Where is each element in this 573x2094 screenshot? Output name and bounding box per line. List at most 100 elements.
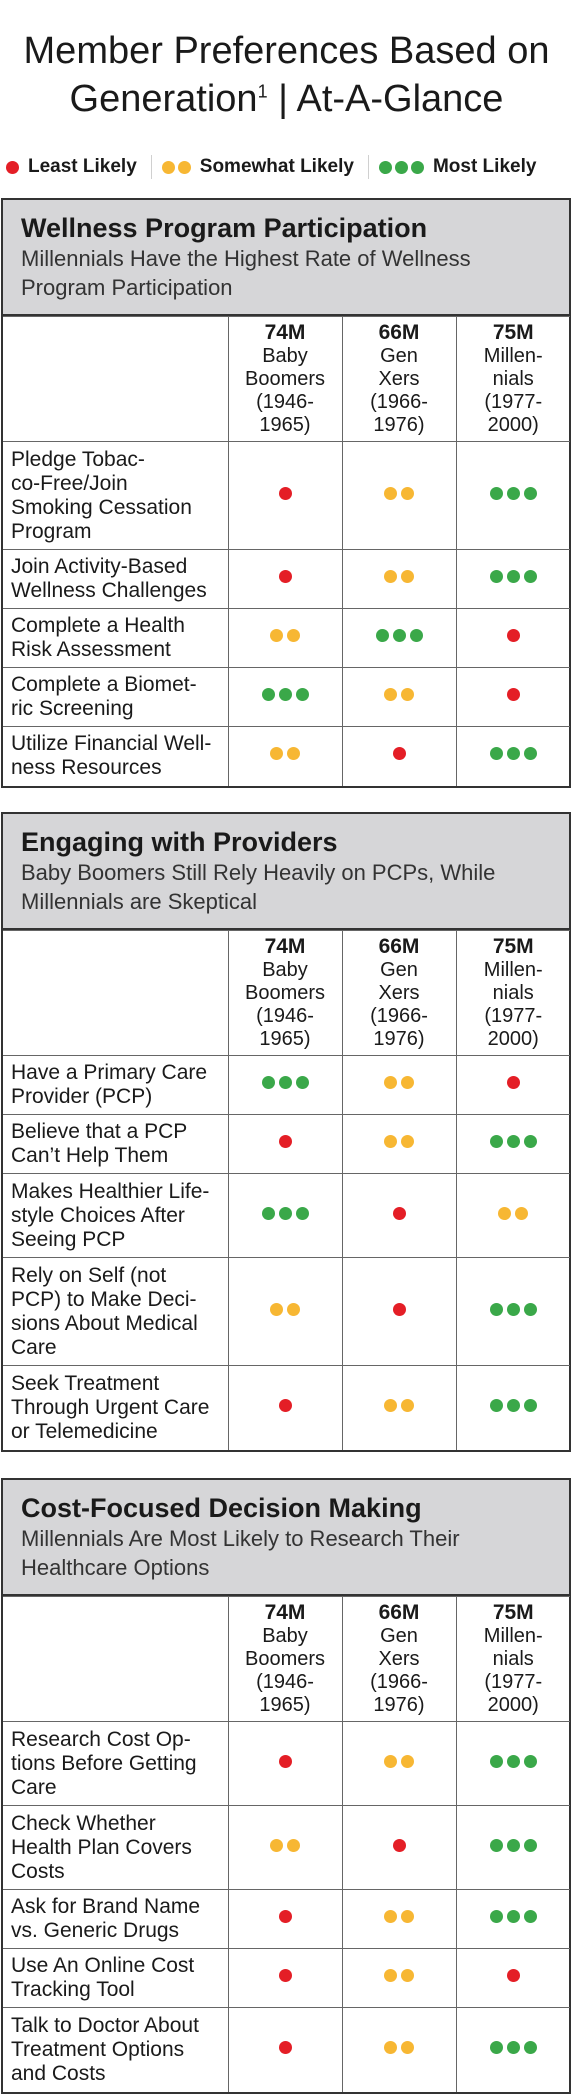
generation-name-line: Gen: [380, 345, 418, 367]
rating-dots: [392, 747, 406, 761]
generation-header: 66M Gen Xers (1966- 1976): [341, 930, 457, 1056]
behavior-label-line: Wellness Challenges: [11, 579, 207, 602]
green-dot-icon: [278, 1206, 292, 1220]
generation-name-line: Baby: [262, 959, 308, 981]
generation-name-line: Millen-: [483, 1625, 543, 1647]
generation-years: (1946- 1965): [256, 391, 314, 436]
green-dot-icon: [523, 1302, 537, 1316]
legend-somewhat-likely: Somewhat Likely: [161, 156, 354, 178]
yellow-dot-icon: [270, 629, 283, 642]
yellow-dot-icon: [287, 747, 300, 761]
rating-cell: [455, 1721, 570, 1806]
generation-name-line: Baby: [262, 1625, 308, 1647]
green-dot-icon: [489, 747, 503, 761]
behavior-label: Ask for Brand Name vs. Generic Drugs: [3, 1889, 229, 1949]
generation-header: 74M Baby Boomers (1946- 1965): [227, 930, 343, 1056]
preference-table: 74M Baby Boomers (1946- 1965) 66M Gen Xers (1966…: [3, 930, 570, 1450]
behavior-label: Have a Primary Care Provider (PCP): [3, 1055, 229, 1115]
behavior-label: Utilize Financial Well-ness Resources: [3, 726, 229, 786]
behavior-label-line: Treatment Options: [11, 2037, 185, 2061]
rating-dots: [489, 570, 537, 583]
rating-dots: [384, 1076, 414, 1089]
rating-cell: [455, 1055, 570, 1115]
generation-count: 75M: [492, 1601, 534, 1624]
rating-cell: [227, 1721, 343, 1806]
table-row: Utilize Financial Well-ness Resources: [3, 726, 570, 786]
legend-somewhat-dots: [161, 160, 191, 174]
generation-name-line: Xers: [378, 368, 420, 390]
generation-years-line: 2000): [487, 1028, 539, 1050]
legend-divider: [367, 155, 369, 179]
table-row: Seek Treatment Through Urgent Care or Tele…: [3, 1365, 570, 1450]
generation-years: (1977- 2000): [484, 1005, 542, 1050]
green-dot-icon: [506, 1838, 520, 1852]
rating-dots: [384, 1754, 414, 1768]
rating-dots: [489, 747, 537, 761]
rating-cell: [227, 608, 343, 668]
green-dot-icon: [506, 1754, 520, 1768]
rating-cell: [341, 549, 457, 609]
red-dot-icon: [392, 747, 406, 761]
green-dot-icon: [489, 1754, 503, 1768]
behavior-label-line: Can’t Help Them: [11, 1144, 169, 1167]
behavior-label-line: and Costs: [11, 2061, 106, 2085]
yellow-dot-icon: [270, 1302, 283, 1316]
generation-count: 66M: [378, 321, 420, 344]
rating-dots: [506, 688, 520, 701]
section-title: Engaging with Providers: [21, 827, 338, 857]
behavior-label: Research Cost Op-tions Before Getting Car…: [3, 1721, 229, 1806]
rating-cell: [455, 1365, 570, 1450]
behavior-label: Makes Healthier Life-style Choices After…: [3, 1173, 229, 1258]
yellow-dot-icon: [270, 747, 283, 761]
rating-cell: [341, 1805, 457, 1890]
rating-dots: [489, 1398, 537, 1412]
section-subtitle-line: Millennials Have the Highest Rate of Wel…: [21, 246, 471, 271]
rating-cell: [341, 1365, 457, 1450]
green-dot-icon: [523, 1838, 537, 1852]
green-dot-icon: [506, 486, 520, 500]
rating-cell: [341, 1114, 457, 1174]
green-dot-icon: [394, 160, 408, 174]
section-header: Cost-Focused Decision Making Millennials …: [3, 1480, 569, 1596]
behavior-label: Rely on Self (not PCP) to Make Deci-sions…: [3, 1257, 229, 1366]
red-dot-icon: [506, 688, 520, 701]
generation-years-line: 1976): [373, 414, 425, 436]
green-dot-icon: [489, 570, 503, 583]
rating-dots: [384, 1969, 414, 1982]
green-dot-icon: [489, 2040, 503, 2054]
green-dot-icon: [489, 1838, 503, 1852]
generation-years: (1946- 1965): [256, 1005, 314, 1050]
table-row: Believe that a PCP Can’t Help Them: [3, 1114, 570, 1174]
green-dot-icon: [409, 629, 423, 642]
green-dot-icon: [506, 570, 520, 583]
generation-years: (1966- 1976): [370, 391, 428, 436]
rating-dots: [489, 1135, 537, 1148]
behavior-label: Check Whether Health Plan Covers Costs: [3, 1805, 229, 1890]
red-dot-icon: [278, 1754, 292, 1768]
rating-cell: [227, 1173, 343, 1258]
generation-name-line: Millen-: [483, 345, 543, 367]
generation-years: (1966- 1976): [370, 1005, 428, 1050]
preference-table: 74M Baby Boomers (1946- 1965) 66M Gen Xers (1966…: [3, 1596, 570, 2092]
rating-dots: [278, 1398, 292, 1412]
green-dot-icon: [378, 160, 392, 174]
generation-name: Gen Xers: [378, 345, 419, 390]
table-row: Check Whether Health Plan Covers Costs: [3, 1805, 570, 1890]
section-title: Wellness Program Participation: [21, 213, 428, 243]
behavior-label-line: ness Resources: [11, 756, 162, 780]
generation-name: Millen-nials: [484, 1625, 543, 1670]
generation-years-line: 1965): [259, 414, 311, 436]
behavior-label-line: co-Free/Join: [11, 471, 128, 495]
rating-dots: [261, 1076, 309, 1089]
rating-dots: [384, 570, 414, 583]
rating-dots: [489, 2040, 537, 2054]
rating-cell: [341, 1257, 457, 1366]
rating-cell: [455, 1889, 570, 1949]
rating-cell: [227, 1948, 343, 2008]
rating-cell: [455, 549, 570, 609]
green-dot-icon: [489, 1302, 503, 1316]
green-dot-icon: [523, 1135, 537, 1148]
yellow-dot-icon: [401, 1398, 414, 1412]
generation-name: Baby Boomers: [245, 959, 325, 1004]
generation-name: Baby Boomers: [245, 1625, 325, 1670]
